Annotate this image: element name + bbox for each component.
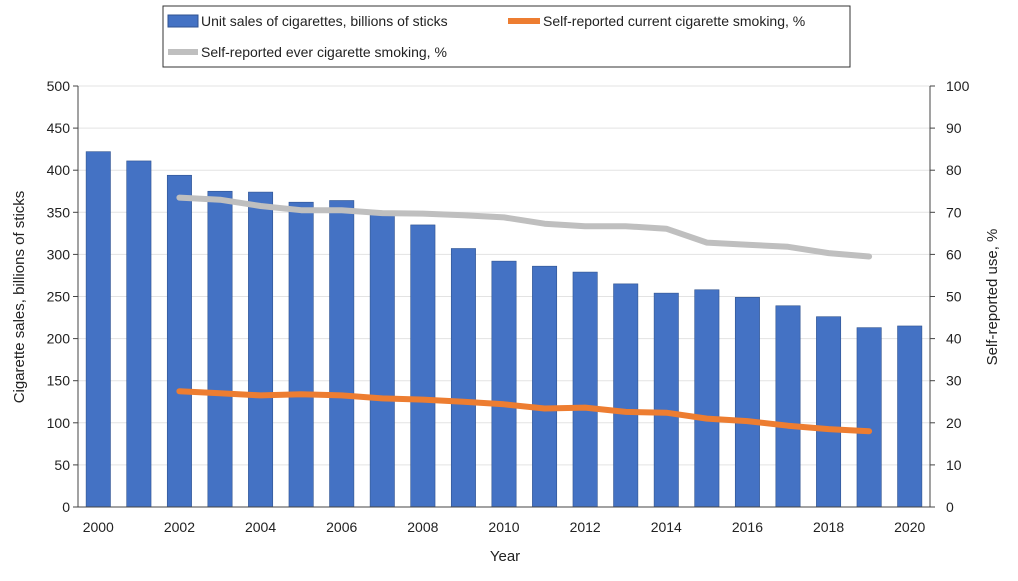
y-left-tick-label: 300: [47, 246, 71, 262]
bar: [288, 201, 314, 508]
bar: [694, 289, 720, 508]
x-axis-title: Year: [490, 548, 520, 565]
x-tick-label: 2018: [813, 519, 844, 535]
series-line-current: [176, 388, 873, 435]
legend-swatch-sales: [167, 14, 199, 28]
y-right-tick-label: 80: [946, 162, 962, 178]
y-right-tick-label: 40: [946, 331, 962, 347]
bar: [613, 283, 639, 508]
x-tick-label: 2020: [894, 519, 925, 535]
bar: [410, 224, 436, 508]
y-right-tick-label: 10: [946, 457, 962, 473]
bar: [491, 260, 517, 508]
x-tick-label: 2012: [570, 519, 601, 535]
y-left-tick-label: 150: [47, 373, 71, 389]
y-right-tick-label: 60: [946, 246, 962, 262]
y-right-tick-label: 90: [946, 120, 962, 136]
x-tick-label: 2006: [326, 519, 357, 535]
legend: Unit sales of cigarettes, billions of st…: [162, 5, 851, 68]
bar: [248, 191, 274, 508]
y-left-tick-label: 250: [47, 289, 71, 305]
y-left-tick-label: 0: [62, 499, 70, 515]
bar: [816, 316, 842, 508]
bar-series: [85, 151, 923, 508]
legend-label-current: Self-reported current cigarette smoking,…: [543, 13, 805, 29]
bar: [653, 292, 679, 508]
tick-labels: 0 50 100 150 200 250 300 350 400 450 500 0 10 20 30 40 5…: [47, 78, 970, 535]
x-tick-label: 2004: [245, 519, 276, 535]
legend-box: [162, 5, 851, 68]
bar: [532, 265, 558, 508]
x-tick-label: 2000: [83, 519, 114, 535]
x-tick-label: 2014: [651, 519, 682, 535]
y-left-tick-label: 350: [47, 204, 71, 220]
bar: [369, 211, 395, 508]
y-right-tick-label: 0: [946, 499, 954, 515]
bar: [897, 325, 923, 508]
y-left-tick-label: 500: [47, 78, 71, 94]
bar: [126, 160, 152, 508]
y-right-tick-label: 20: [946, 415, 962, 431]
x-tick-label: 2016: [732, 519, 763, 535]
x-tick-label: 2002: [164, 519, 195, 535]
y-right-tick-label: 50: [946, 289, 962, 305]
bar: [734, 297, 760, 508]
bar: [207, 190, 233, 508]
y-left-tick-label: 200: [47, 331, 71, 347]
y-left-tick-label: 400: [47, 162, 71, 178]
x-tick-label: 2010: [488, 519, 519, 535]
axes: [73, 85, 935, 508]
y-left-tick-label: 450: [47, 120, 71, 136]
legend-label-sales: Unit sales of cigarettes, billions of st…: [201, 13, 448, 29]
y-right-tick-label: 70: [946, 204, 962, 220]
series-line-ever: [176, 194, 873, 260]
bar: [450, 248, 476, 508]
bar: [329, 200, 355, 508]
y-left-tick-label: 100: [47, 415, 71, 431]
bar: [85, 151, 111, 508]
x-tick-label: 2008: [407, 519, 438, 535]
bar: [166, 174, 192, 508]
y-left-tick-label: 50: [54, 457, 70, 473]
y-axis-left-title: Cigarette sales, billions of sticks: [11, 191, 28, 404]
bar: [775, 305, 801, 508]
bar: [856, 327, 882, 508]
line-series: [176, 194, 873, 435]
bar: [572, 271, 598, 508]
y-right-tick-label: 30: [946, 373, 962, 389]
y-axis-right-title: Self-reported use, %: [984, 229, 1001, 366]
y-right-tick-label: 100: [946, 78, 970, 94]
legend-label-ever: Self-reported ever cigarette smoking, %: [201, 44, 447, 60]
